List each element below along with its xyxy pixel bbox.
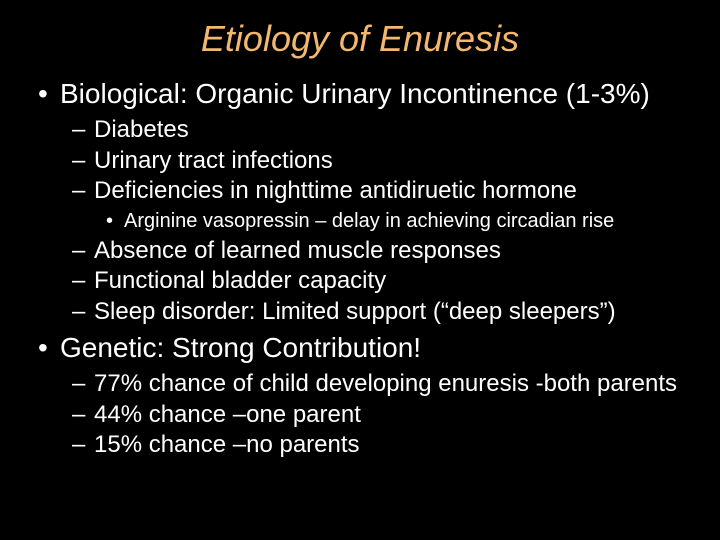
bullet-lvl2: 77% chance of child developing enuresis … [94,370,692,398]
slide-title: Etiology of Enuresis [28,18,692,60]
bullet-lvl2: Functional bladder capacity [94,267,692,295]
bullet-lvl2: Urinary tract infections [94,147,692,175]
bullet-lvl2: Sleep disorder: Limited support (“deep s… [94,298,692,326]
bullet-lvl1: Biological: Organic Urinary Incontinence… [60,78,692,326]
bullet-text: Genetic: Strong Contribution! [60,332,421,363]
bullet-text: Urinary tract infections [94,147,333,174]
bullet-text: 44% chance –one parent [94,401,361,428]
slide: Etiology of Enuresis Biological: Organic… [0,0,720,540]
bullet-text: Absence of learned muscle responses [94,237,501,264]
bullet-text: 15% chance –no parents [94,431,360,458]
bullet-text: Functional bladder capacity [94,267,386,294]
bullet-text: Biological: Organic Urinary Incontinence… [60,78,650,109]
bullet-text: 77% chance of child developing enuresis … [94,370,677,397]
bullet-list-lvl2: Diabetes Urinary tract infections Defici… [60,116,692,326]
bullet-lvl2: 15% chance –no parents [94,431,692,459]
bullet-lvl3: Arginine vasopressin – delay in achievin… [124,209,692,233]
bullet-lvl2: Deficiencies in nighttime antidiruetic h… [94,177,692,233]
bullet-text: Diabetes [94,116,189,143]
bullet-lvl1: Genetic: Strong Contribution! 77% chance… [60,332,692,459]
bullet-text: Sleep disorder: Limited support (“deep s… [94,298,616,325]
bullet-list-lvl2: 77% chance of child developing enuresis … [60,370,692,459]
bullet-list-lvl1: Biological: Organic Urinary Incontinence… [28,78,692,459]
bullet-text: Deficiencies in nighttime antidiruetic h… [94,177,577,204]
bullet-text: Arginine vasopressin – delay in achievin… [124,210,614,232]
bullet-lvl2: Absence of learned muscle responses [94,237,692,265]
bullet-lvl2: 44% chance –one parent [94,401,692,429]
bullet-lvl2: Diabetes [94,116,692,144]
bullet-list-lvl3: Arginine vasopressin – delay in achievin… [94,209,692,233]
